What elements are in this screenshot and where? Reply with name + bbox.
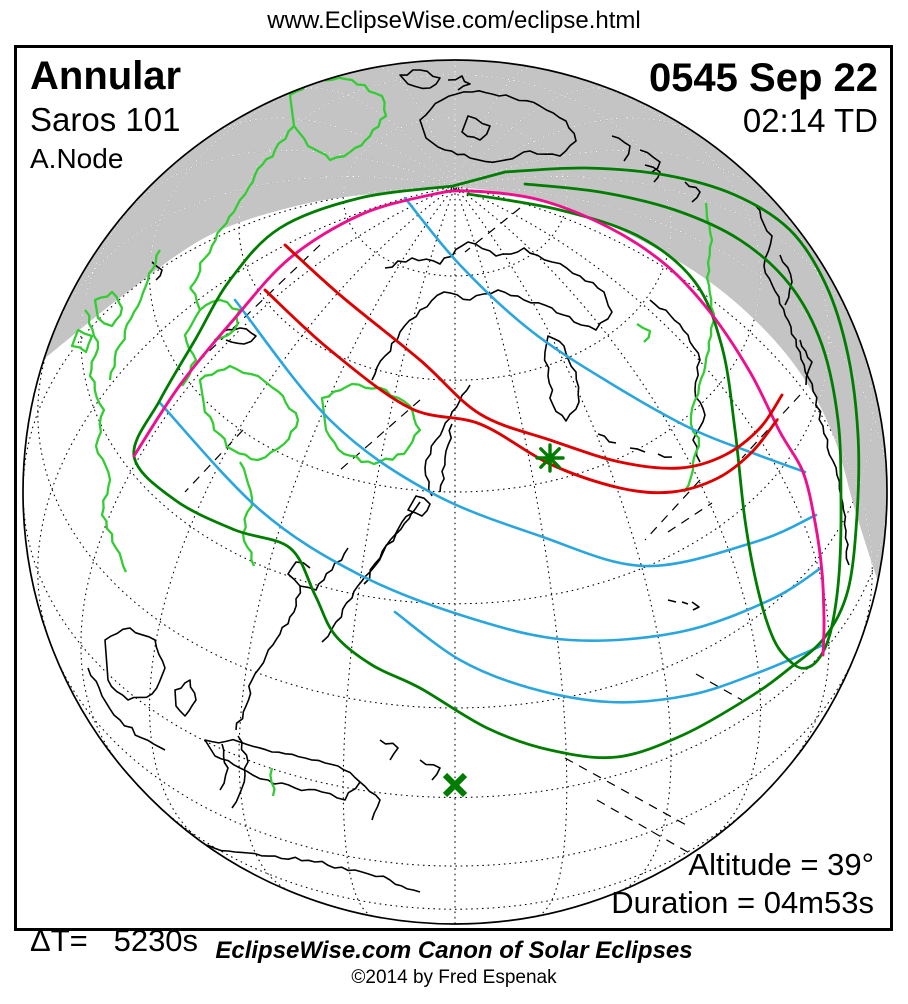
map-frame <box>14 45 893 931</box>
eclipse-map-svg <box>22 59 888 925</box>
eclipse-info-bottom-left: ΔT= 5230s Gam. = 0.7738 <box>30 846 236 1004</box>
penumbral-limit-curves <box>132 166 861 760</box>
max-eclipse-cyan-curves <box>158 196 825 704</box>
eclipse-info-top-left: Annular Saros 101 A.Node <box>30 54 181 174</box>
saros-label: Saros 101 <box>30 100 181 138</box>
eclipse-time-label: 02:14 TD <box>742 101 878 139</box>
greatest-eclipse-marker <box>535 443 565 473</box>
canon-title: EclipseWise.com Canon of Solar Eclipses <box>215 937 693 964</box>
eclipse-info-top-right: 0545 Sep 22 02:14 TD <box>649 56 878 140</box>
coastlines-black <box>87 69 850 893</box>
node-label: A.Node <box>30 142 124 174</box>
eclipse-info-bottom-right: Altitude = 39° Duration = 04m53s <box>611 846 874 922</box>
copyright-line: ©2014 by Fred Espenak <box>351 967 557 988</box>
eclipse-type-label: Annular <box>30 54 182 98</box>
eclipse-date-label: 0545 Sep 22 <box>648 56 878 100</box>
altitude-label: Altitude = 39° <box>688 847 874 882</box>
page-url-header: www.EclipseWise.com/eclipse.html <box>267 7 641 34</box>
duration-label: Duration = 04m53s <box>611 884 874 920</box>
dashed-annotation-lines <box>184 207 801 863</box>
sunrise-sunset-curve <box>132 189 826 657</box>
globe-interior <box>23 60 887 924</box>
globe-outline <box>22 59 888 925</box>
subsolar-point-marker <box>442 772 468 798</box>
night-region <box>44 60 887 582</box>
delta-t-label: ΔT= 5230s <box>30 922 199 958</box>
